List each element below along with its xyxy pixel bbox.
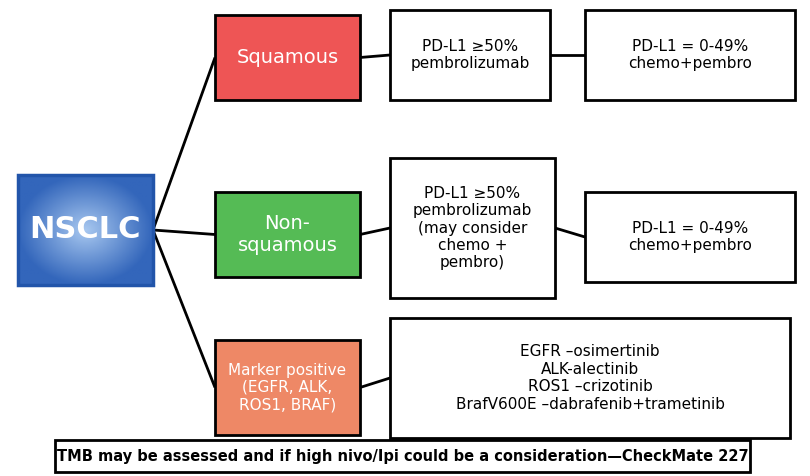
Text: NSCLC: NSCLC: [30, 216, 141, 245]
Bar: [585, 192, 795, 282]
Text: Non-
squamous: Non- squamous: [237, 214, 338, 255]
Text: PD-L1 = 0-49%
chemo+pembro: PD-L1 = 0-49% chemo+pembro: [628, 39, 752, 71]
Text: PD-L1 ≥50%
pembrolizumab: PD-L1 ≥50% pembrolizumab: [411, 39, 530, 71]
Bar: [390, 318, 790, 438]
Text: Marker positive
(EGFR, ALK,
ROS1, BRAF): Marker positive (EGFR, ALK, ROS1, BRAF): [228, 363, 347, 412]
Bar: [215, 192, 360, 277]
Bar: [585, 10, 795, 100]
Text: Squamous: Squamous: [237, 48, 339, 67]
Bar: [390, 10, 550, 100]
Text: EGFR –osimertinib
ALK-alectinib
ROS1 –crizotinib
BrafV600E –dabrafenib+trametini: EGFR –osimertinib ALK-alectinib ROS1 –cr…: [455, 345, 724, 412]
Bar: [55, 440, 750, 472]
Bar: [18, 175, 153, 285]
Bar: [390, 158, 555, 298]
Text: TMB may be assessed and if high nivo/Ipi could be a consideration—CheckMate 227: TMB may be assessed and if high nivo/Ipi…: [57, 448, 748, 464]
Bar: [215, 15, 360, 100]
Text: PD-L1 = 0-49%
chemo+pembro: PD-L1 = 0-49% chemo+pembro: [628, 221, 752, 253]
Text: PD-L1 ≥50%
pembrolizumab
(may consider
chemo +
pembro): PD-L1 ≥50% pembrolizumab (may consider c…: [413, 186, 532, 270]
Bar: [215, 340, 360, 435]
